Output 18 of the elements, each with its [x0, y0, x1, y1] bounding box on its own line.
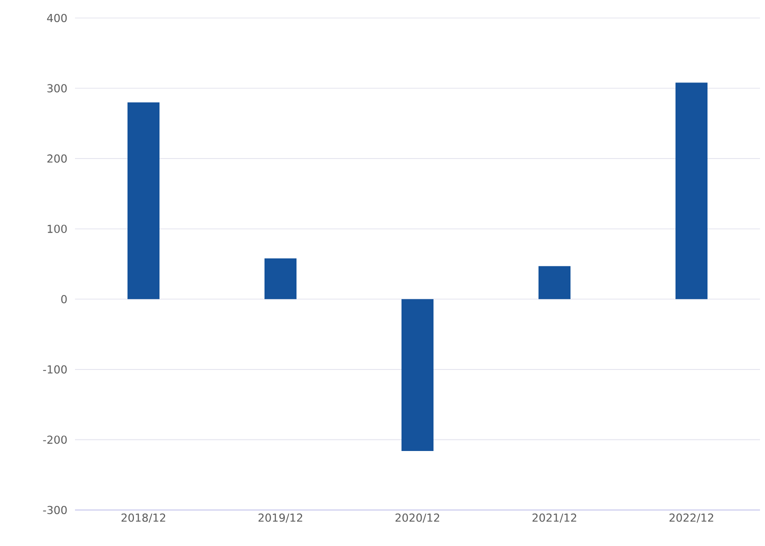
- x-tick-label: 2022/12: [670, 514, 714, 523]
- x-tick-label: 2020/12: [396, 514, 440, 523]
- bar: [676, 82, 708, 300]
- x-tick-label: 2018/12: [122, 514, 166, 523]
- bar: [128, 102, 160, 300]
- x-tick-label: 2019/12: [258, 514, 302, 523]
- y-tick-label: -200: [43, 436, 67, 444]
- y-tick-label: 0: [61, 295, 67, 304]
- y-tick-label: 100: [48, 224, 67, 233]
- y-tick-label: -300: [43, 506, 67, 514]
- y-tick-label: 300: [47, 84, 67, 92]
- y-tick-label: 400: [47, 14, 67, 22]
- y-tick-label: 200: [47, 154, 67, 163]
- bar: [264, 258, 297, 300]
- x-tick-label: 2021/12: [532, 514, 576, 523]
- y-tick-label: -100: [43, 365, 67, 374]
- bar: [402, 299, 434, 451]
- bar: [538, 266, 571, 300]
